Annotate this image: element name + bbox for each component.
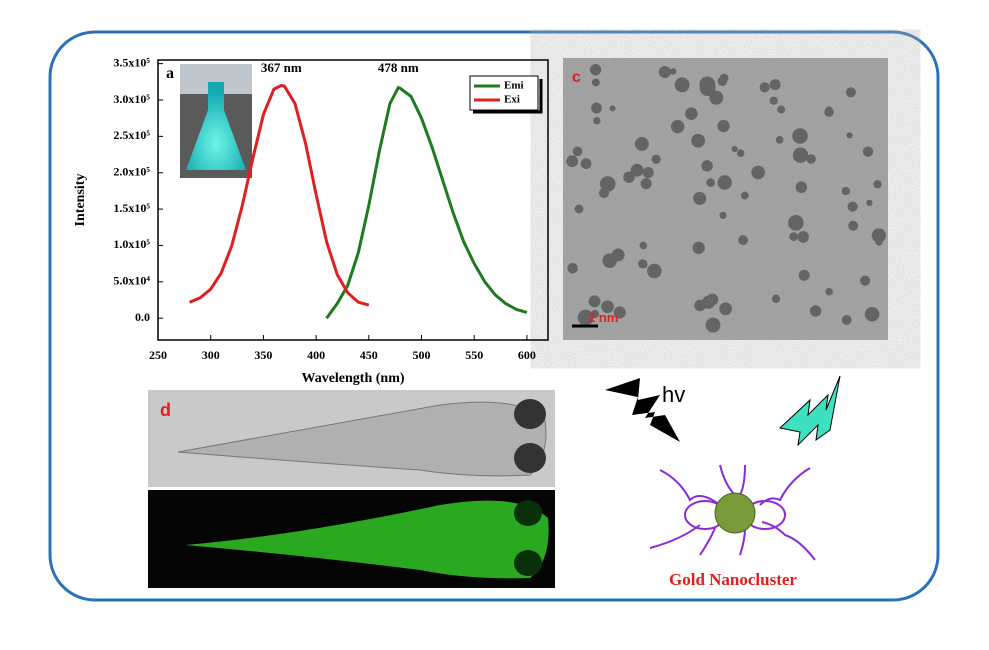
x-tick-label: 250 xyxy=(149,348,167,362)
annotation: 478 nm xyxy=(378,60,419,75)
y-tick-label: 5.0x10⁴ xyxy=(113,274,150,288)
fish-images: d xyxy=(148,390,555,588)
y-tick-label: 0.0 xyxy=(135,310,150,324)
scheme: hv Gold Nanocluster xyxy=(605,375,841,589)
panel-label: c xyxy=(572,69,581,86)
legend-label: Exi xyxy=(504,94,520,106)
scheme-caption: Gold Nanocluster xyxy=(669,570,797,589)
x-tick-label: 400 xyxy=(307,348,325,362)
panel-label: d xyxy=(160,400,171,420)
line xyxy=(189,83,370,307)
x-tick-label: 500 xyxy=(413,348,431,362)
x-tick-label: 450 xyxy=(360,348,378,362)
legend-label: Emi xyxy=(504,80,524,92)
x-axis-label: Wavelength (nm) xyxy=(301,371,404,386)
y-tick-label: 1.0x10⁵ xyxy=(113,237,150,251)
plot-area xyxy=(157,59,549,341)
scale-bar-label: 2 nm xyxy=(588,310,618,325)
chart: 250 300 350 400 450 500 550 600 0.0 5.0x10⁴ 1.0x10… xyxy=(73,55,543,386)
annotation: 367 nm xyxy=(261,60,302,75)
y-tick-label: 1.5x10⁵ xyxy=(113,201,150,215)
x-tick-label: 300 xyxy=(202,348,220,362)
y-axis-label: Intensity xyxy=(73,174,88,227)
light-label: hv xyxy=(662,382,685,407)
legend-shadow xyxy=(473,79,543,114)
x-tick-label: 600 xyxy=(518,348,536,362)
legend-box xyxy=(469,75,539,111)
x-tick-label: 350 xyxy=(254,348,272,362)
frame xyxy=(48,30,940,602)
y-tick-label: 2.0x10⁵ xyxy=(113,164,150,178)
y-tick-label: 3.5x10⁵ xyxy=(113,55,150,69)
line xyxy=(325,85,528,320)
y-tick-label: 3.0x10⁵ xyxy=(113,92,150,106)
tem-image: 2 nm c xyxy=(563,58,888,340)
flask-inset xyxy=(180,64,252,178)
y-tick-label: 2.5x10⁵ xyxy=(113,128,150,142)
panel-label: a xyxy=(166,65,174,82)
x-tick-label: 550 xyxy=(465,348,483,362)
